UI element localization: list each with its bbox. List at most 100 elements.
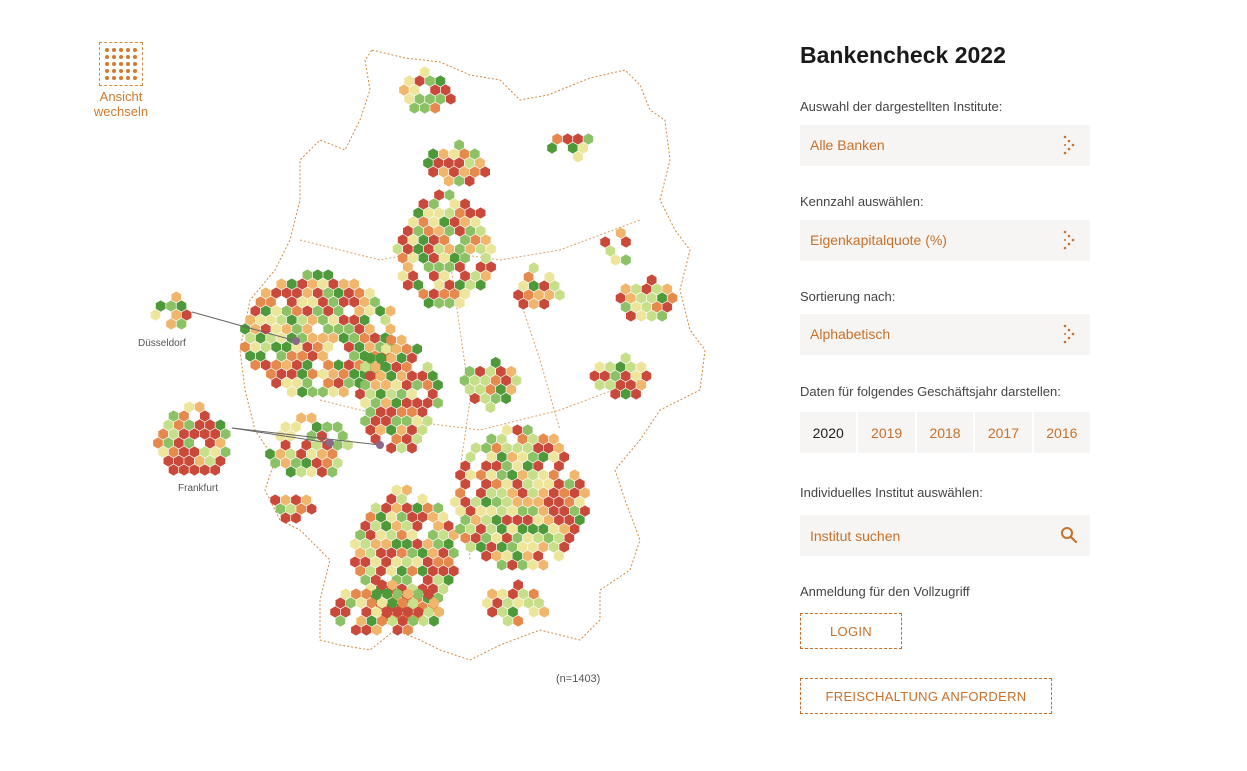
bank-hexagon[interactable] — [475, 243, 486, 255]
bank-hexagon[interactable] — [297, 350, 307, 362]
bank-hexagon[interactable] — [350, 556, 360, 568]
bank-hexagon[interactable] — [296, 503, 306, 515]
bank-hexagon[interactable] — [391, 433, 402, 445]
bank-hexagon[interactable] — [564, 478, 575, 490]
bank-hexagon[interactable] — [365, 370, 376, 382]
bank-hexagon[interactable] — [528, 541, 538, 553]
bank-hexagon[interactable] — [605, 361, 615, 373]
bank-hexagon[interactable] — [518, 280, 529, 292]
bank-hexagon[interactable] — [408, 252, 418, 264]
bank-hexagon[interactable] — [360, 361, 370, 373]
bank-hexagon[interactable] — [454, 175, 464, 187]
bank-hexagon[interactable] — [354, 323, 365, 335]
bank-hexagon[interactable] — [491, 514, 502, 526]
bank-hexagon[interactable] — [402, 556, 412, 568]
bank-hexagon[interactable] — [371, 588, 382, 600]
bank-hexagon[interactable] — [539, 606, 549, 618]
bank-hexagon[interactable] — [423, 261, 434, 273]
bank-hexagon[interactable] — [523, 597, 534, 609]
bank-hexagon[interactable] — [502, 442, 512, 454]
bank-hexagon[interactable] — [179, 428, 189, 440]
bank-hexagon[interactable] — [354, 341, 365, 353]
bank-hexagon[interactable] — [409, 84, 420, 96]
bank-hexagon[interactable] — [323, 341, 333, 353]
bank-hexagon[interactable] — [297, 296, 307, 308]
bank-hexagon[interactable] — [481, 550, 491, 562]
bank-hexagon[interactable] — [423, 225, 434, 237]
bank-hexagon[interactable] — [481, 532, 491, 544]
institute-select[interactable]: Alle Banken — [800, 125, 1090, 166]
bank-hexagon[interactable] — [506, 383, 517, 396]
bank-hexagon[interactable] — [370, 296, 380, 308]
bank-hexagon[interactable] — [460, 478, 471, 490]
bank-hexagon[interactable] — [386, 352, 396, 364]
bank-hexagon[interactable] — [375, 406, 386, 418]
bank-hexagon[interactable] — [286, 368, 297, 380]
bank-hexagon[interactable] — [312, 341, 323, 353]
bank-hexagon[interactable] — [470, 374, 480, 387]
bank-hexagon[interactable] — [355, 565, 365, 577]
bank-hexagon[interactable] — [548, 433, 559, 445]
bank-hexagon[interactable] — [435, 93, 446, 105]
bank-hexagon[interactable] — [511, 374, 522, 387]
bank-hexagon[interactable] — [428, 511, 438, 523]
bank-hexagon[interactable] — [547, 142, 557, 154]
bank-hexagon[interactable] — [412, 343, 422, 355]
bank-hexagon[interactable] — [460, 270, 470, 282]
bank-hexagon[interactable] — [392, 588, 403, 600]
bank-hexagon[interactable] — [464, 157, 475, 169]
bank-hexagon[interactable] — [517, 523, 528, 535]
bank-hexagon[interactable] — [610, 370, 621, 382]
bank-hexagon[interactable] — [444, 243, 455, 255]
bank-hexagon[interactable] — [386, 406, 396, 418]
bank-hexagon[interactable] — [375, 424, 386, 436]
bank-hexagon[interactable] — [475, 225, 486, 237]
bank-hexagon[interactable] — [166, 318, 176, 330]
bank-hexagon[interactable] — [620, 352, 631, 364]
bank-hexagon[interactable] — [464, 175, 475, 187]
bank-hexagon[interactable] — [522, 532, 533, 544]
bank-hexagon[interactable] — [533, 496, 543, 508]
bank-hexagon[interactable] — [417, 406, 428, 418]
bank-hexagon[interactable] — [496, 469, 507, 481]
bank-hexagon[interactable] — [460, 216, 470, 228]
bank-hexagon[interactable] — [567, 142, 578, 154]
bank-hexagon[interactable] — [306, 503, 317, 515]
bank-hexagon[interactable] — [422, 556, 433, 568]
bank-hexagon[interactable] — [428, 148, 438, 160]
bank-hexagon[interactable] — [418, 234, 429, 246]
bank-hexagon[interactable] — [386, 424, 396, 436]
bank-hexagon[interactable] — [189, 446, 200, 458]
bank-hexagon[interactable] — [548, 487, 559, 499]
bank-hexagon[interactable] — [476, 487, 486, 499]
bank-hexagon[interactable] — [481, 514, 491, 526]
bank-hexagon[interactable] — [528, 262, 539, 274]
bank-hexagon[interactable] — [386, 529, 397, 541]
bank-hexagon[interactable] — [449, 288, 460, 300]
bank-hexagon[interactable] — [333, 377, 344, 389]
bank-hexagon[interactable] — [610, 388, 621, 400]
bank-hexagon[interactable] — [465, 207, 476, 219]
bank-hexagon[interactable] — [486, 469, 497, 481]
bank-hexagon[interactable] — [418, 252, 429, 264]
bank-hexagon[interactable] — [413, 207, 424, 219]
bank-hexagon[interactable] — [365, 388, 376, 400]
bank-hexagon[interactable] — [438, 148, 449, 160]
bank-hexagon[interactable] — [364, 305, 375, 317]
bank-hexagon[interactable] — [538, 505, 549, 517]
bank-hexagon[interactable] — [433, 538, 443, 550]
bank-hexagon[interactable] — [445, 93, 456, 105]
bank-hexagon[interactable] — [407, 424, 417, 436]
bank-hexagon[interactable] — [470, 496, 481, 508]
bank-hexagon[interactable] — [518, 298, 529, 310]
bank-hexagon[interactable] — [338, 278, 349, 290]
bank-hexagon[interactable] — [433, 379, 443, 391]
bank-hexagon[interactable] — [534, 597, 544, 609]
bank-hexagon[interactable] — [168, 410, 179, 422]
bank-hexagon[interactable] — [418, 216, 429, 228]
bank-hexagon[interactable] — [455, 279, 465, 291]
bank-hexagon[interactable] — [528, 606, 539, 618]
bank-hexagon[interactable] — [419, 102, 430, 114]
bank-hexagon[interactable] — [297, 386, 307, 398]
bank-hexagon[interactable] — [438, 529, 449, 541]
